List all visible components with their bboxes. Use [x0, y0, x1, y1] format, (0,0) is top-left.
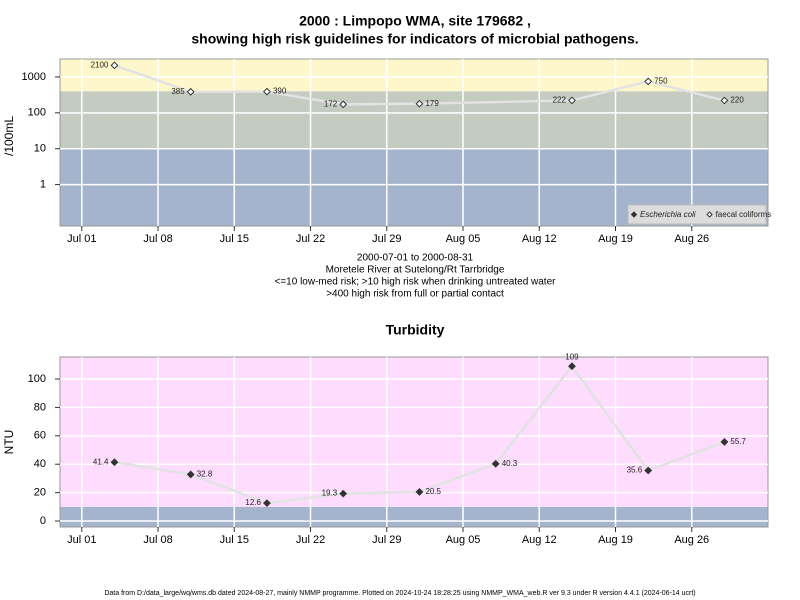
data-point: [720, 438, 729, 446]
note: 2000-07-01 to 2000-08-31: [357, 253, 474, 264]
risk-band: [60, 91, 768, 149]
series-line: [114, 64, 725, 106]
note: Moretele River at Sutelong/Rt Tarrbridge: [326, 265, 505, 276]
data-point: [110, 458, 119, 467]
data-point: [720, 96, 729, 105]
x-tick-label: Aug 12: [522, 534, 557, 546]
note: >400 high risk from full or partial cont…: [326, 289, 504, 300]
legend-label: Escherichia coli: [640, 210, 696, 219]
data-point: [263, 87, 271, 96]
data-label: 41.4: [93, 457, 109, 466]
data-point: [568, 362, 576, 371]
data-label: 750: [654, 77, 668, 86]
y-tick-label: 20: [34, 487, 46, 499]
x-tick-label: Aug 05: [446, 534, 481, 546]
x-tick-label: Jul 01: [67, 534, 96, 546]
risk-band: [60, 59, 768, 92]
data-label: 40.3: [502, 459, 518, 468]
data-point: [263, 499, 271, 508]
x-tick-label: Jul 29: [372, 534, 401, 546]
x-tick-label: Aug 19: [598, 534, 633, 546]
legend-box: [627, 204, 767, 225]
x-tick-label: Jul 22: [296, 233, 325, 245]
x-tick-label: Aug 26: [674, 534, 709, 546]
data-point: [568, 96, 576, 105]
y-tick-label: 80: [34, 401, 46, 413]
data-point: [415, 488, 424, 496]
y-tick-label: 40: [34, 458, 46, 470]
x-tick-label: Aug 12: [522, 233, 557, 245]
data-label: 179: [425, 99, 439, 108]
data-point: [110, 61, 119, 70]
x-tick-label: Aug 19: [598, 233, 633, 245]
data-point: [644, 466, 653, 475]
y-tick-label: 0: [40, 515, 46, 527]
data-label: 20.5: [425, 487, 441, 496]
legend: Escherichia coli faecal coliforms: [627, 204, 772, 225]
data-label: 222: [553, 95, 567, 104]
legend-label: faecal coliforms: [716, 210, 772, 219]
data-point: [186, 87, 195, 96]
legend-marker: [706, 211, 713, 218]
legend-marker: [630, 211, 638, 218]
data-label: 12.6: [245, 498, 261, 507]
x-tick-label: Jul 08: [143, 233, 172, 245]
y-tick-label: 10: [34, 143, 46, 155]
y-tick-label: 1: [40, 178, 46, 190]
data-point: [186, 470, 195, 479]
data-label: 390: [273, 87, 287, 96]
plot-frame: [59, 356, 769, 528]
data-label: 35.6: [627, 466, 643, 475]
risk-band: [60, 506, 768, 527]
chart-subtitle: showing high risk guidelines for indicat…: [191, 31, 638, 47]
data-point: [415, 99, 424, 108]
data-point: [491, 459, 500, 468]
y-tick-label: 60: [34, 430, 46, 442]
x-tick-label: Jul 15: [220, 534, 249, 546]
note: <=10 low-med risk; >10 high risk when dr…: [275, 277, 557, 288]
footer: Data from D:/data_large/wq/wms.db dated …: [104, 590, 695, 597]
y-tick-label: 1000: [22, 71, 46, 83]
data-point: [339, 489, 348, 498]
chart-title: Turbidity: [386, 322, 445, 338]
data-label: 220: [730, 96, 744, 105]
y-tick-label: 100: [28, 107, 46, 119]
risk-band: [60, 357, 768, 507]
chart-title: 2000 : Limpopo WMA, site 179682 ,: [299, 13, 531, 29]
data-point: [339, 100, 348, 109]
data-label: 32.8: [197, 470, 213, 479]
x-tick-label: Jul 15: [220, 233, 249, 245]
data-label: 385: [171, 87, 185, 96]
plot-frame: [59, 58, 769, 227]
x-tick-label: Jul 01: [67, 233, 96, 245]
data-label: 172: [324, 99, 338, 108]
y-axis-label: NTU: [2, 430, 16, 455]
x-tick-label: Jul 22: [296, 534, 325, 546]
x-tick-label: Aug 05: [446, 233, 481, 245]
x-tick-label: Jul 29: [372, 233, 401, 245]
data-label: 109: [565, 352, 579, 361]
data-label: 55.7: [730, 437, 746, 446]
y-tick-label: 100: [28, 373, 46, 385]
x-tick-label: Aug 26: [674, 233, 709, 245]
data-label: 19.3: [322, 489, 338, 498]
y-axis-label: /100mL: [2, 116, 16, 156]
x-tick-label: Jul 08: [143, 534, 172, 546]
data-point: [644, 77, 653, 86]
data-label: 2100: [91, 60, 109, 69]
